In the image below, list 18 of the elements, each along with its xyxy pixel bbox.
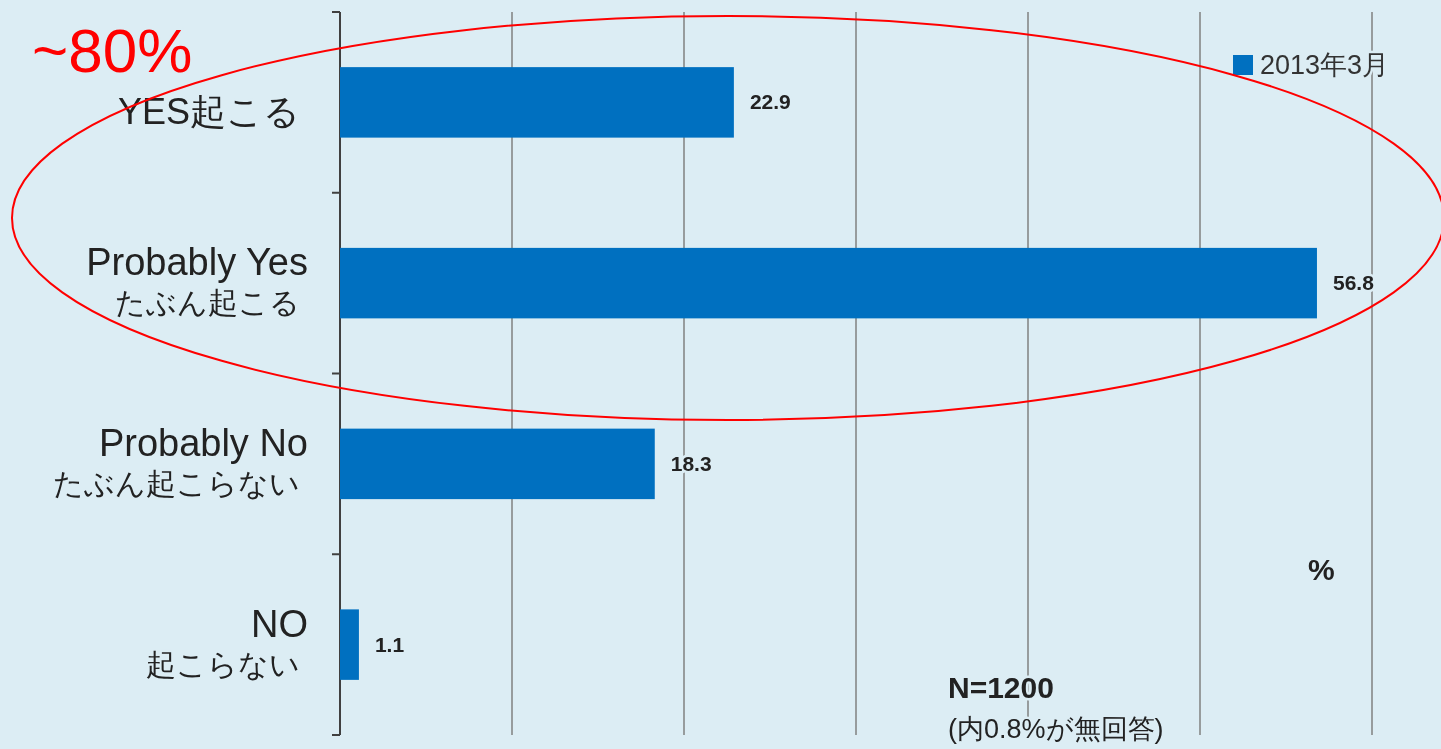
- data-label: 56.8: [1332, 271, 1375, 295]
- bar: [340, 428, 655, 500]
- data-label: 18.3: [670, 451, 712, 475]
- data-label: 22.9: [749, 90, 791, 114]
- text: ~80%: [32, 16, 193, 85]
- legend: 2013年3月: [1233, 50, 1390, 80]
- data-label: 1.1: [374, 632, 405, 656]
- annotation: %: [1308, 553, 1335, 586]
- y-tick-label: Probably No たぶん起こらない: [53, 421, 308, 500]
- bar: [340, 247, 1317, 319]
- bar: [340, 609, 359, 680]
- bar: [340, 67, 734, 138]
- y-tick-label: NO 起こらない: [146, 602, 308, 681]
- annotation: (内0.8%が無回答): [948, 714, 1164, 744]
- legend-label: 2013年3月: [1260, 50, 1390, 80]
- y-tick-label: YES起こる: [117, 91, 300, 133]
- annotation: N=1200: [948, 671, 1054, 704]
- y-tick-label: Probably Yes たぶん起こる: [86, 241, 308, 320]
